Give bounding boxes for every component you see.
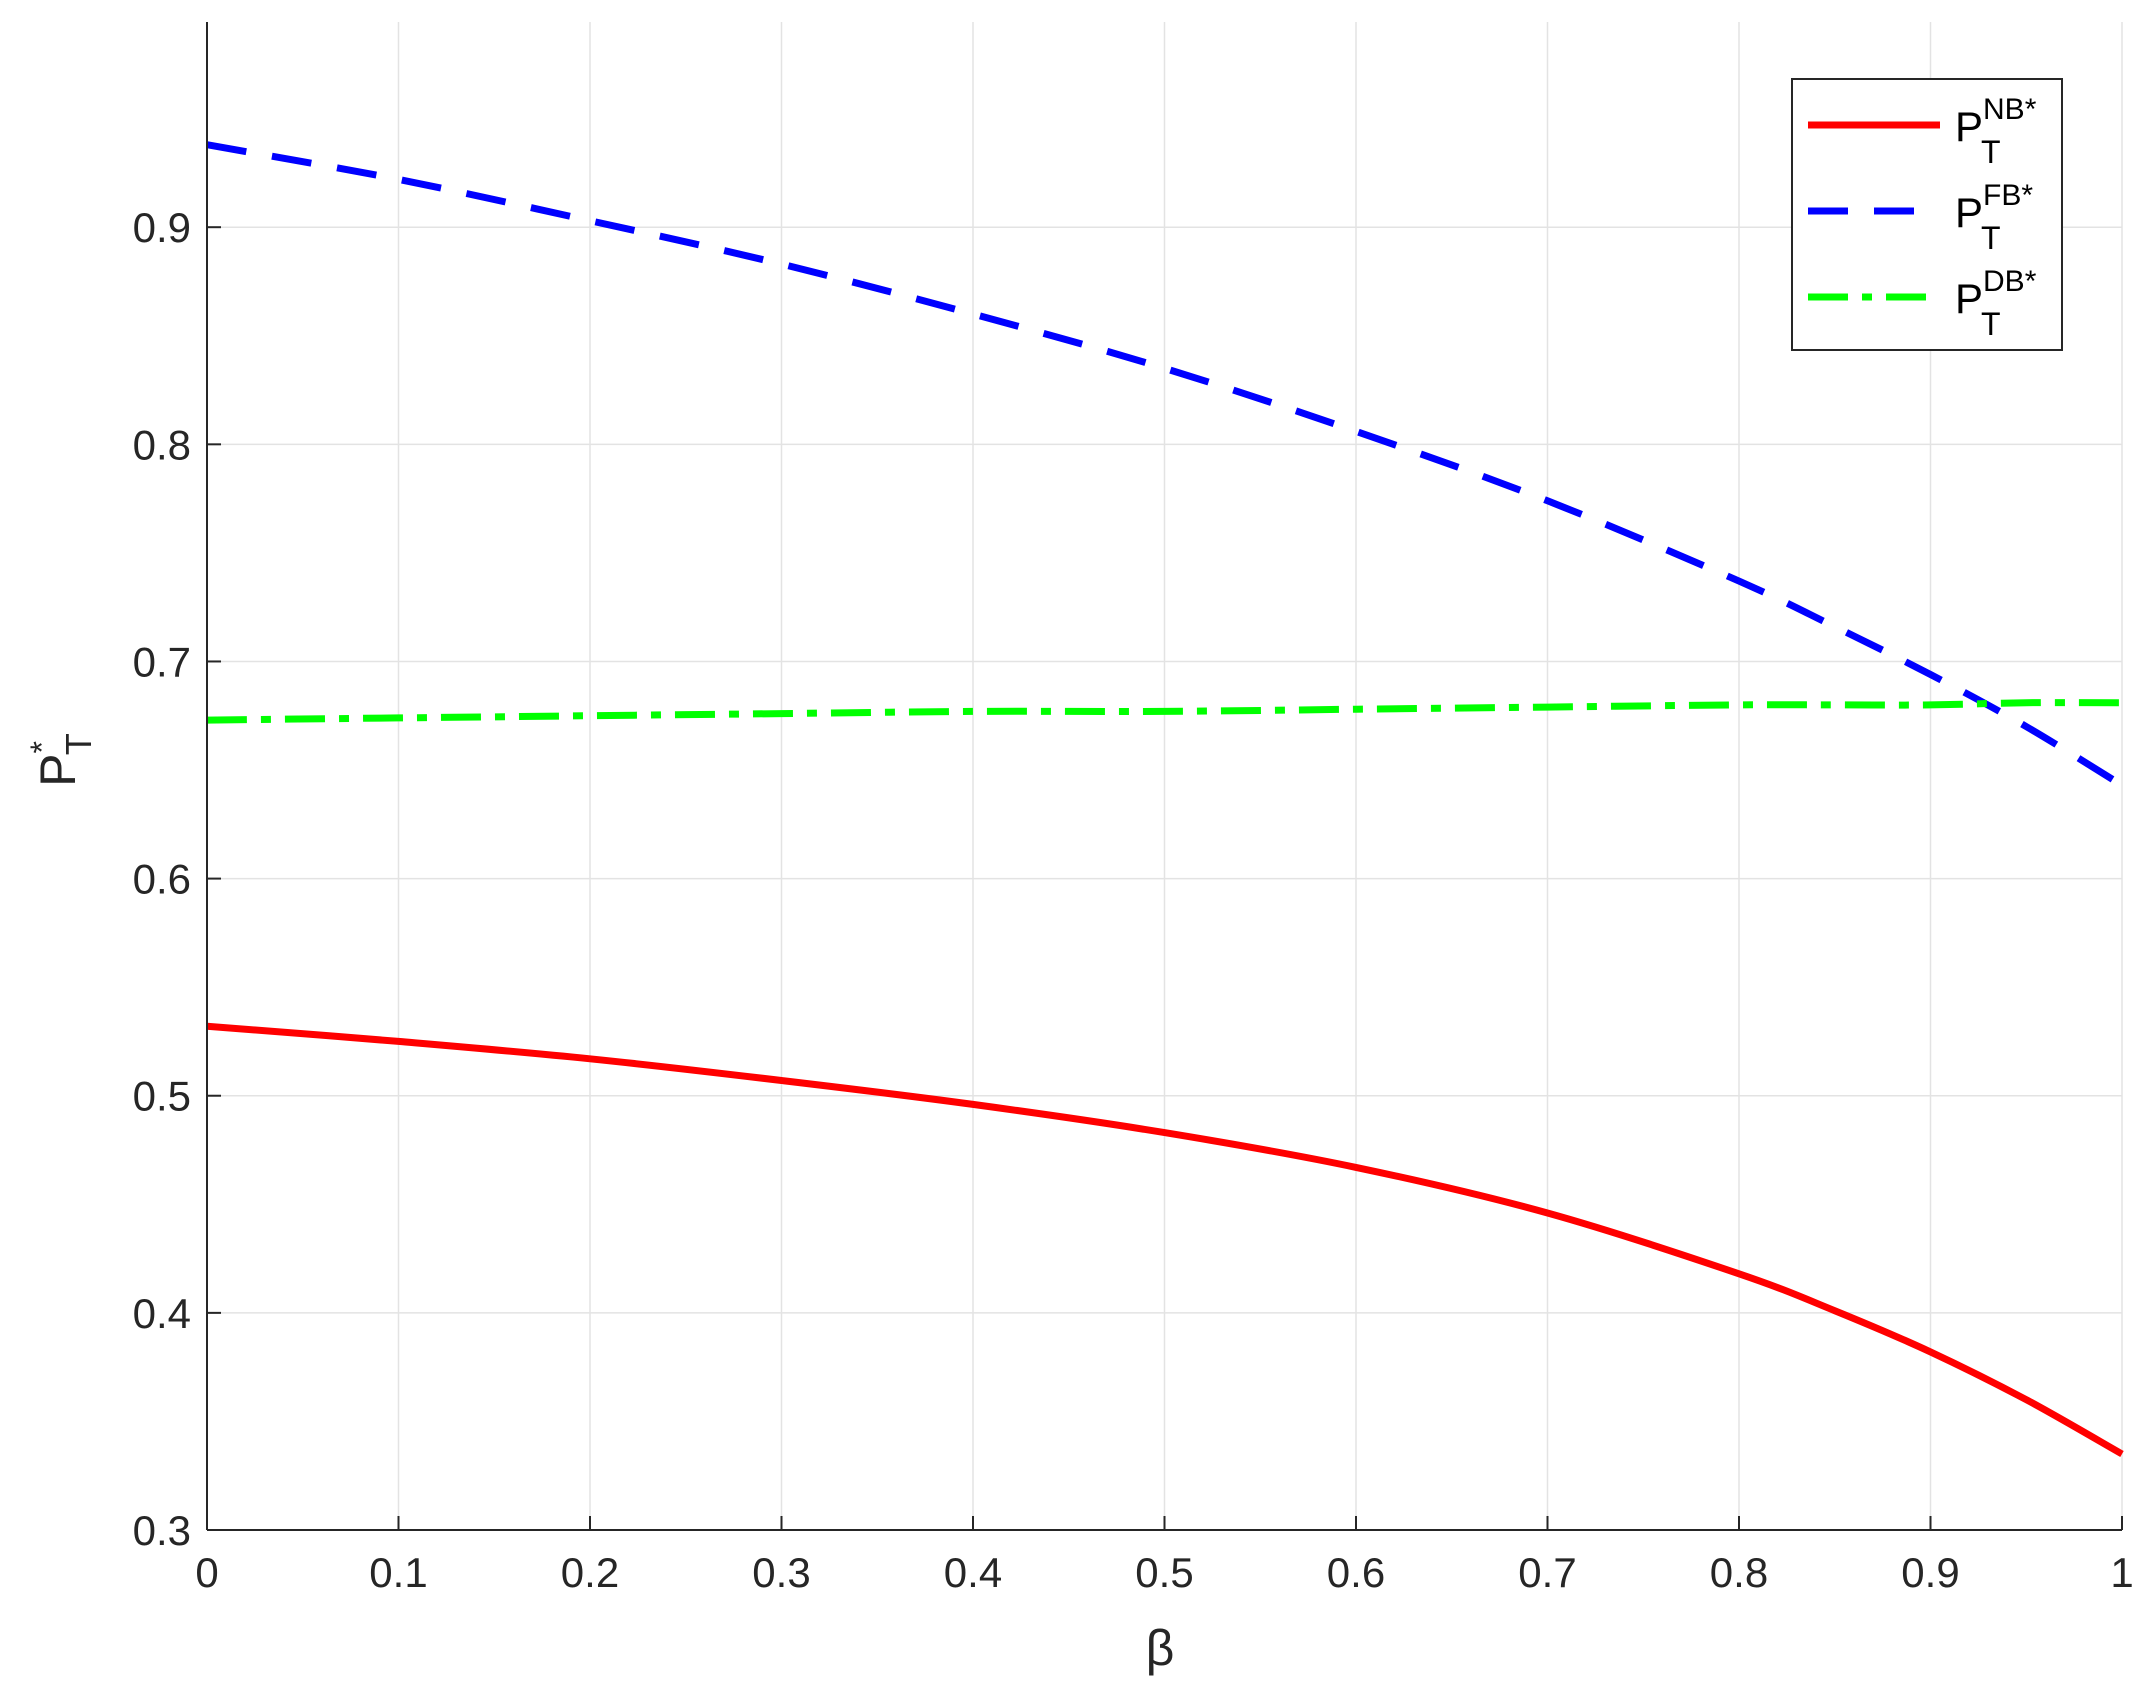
y-axis-label-base: P — [30, 754, 86, 787]
x-tick-label: 0.3 — [752, 1549, 810, 1596]
y-axis-label: P*T — [24, 733, 99, 787]
y-tick-label: 0.4 — [133, 1290, 191, 1337]
y-tick-label: 0.6 — [133, 856, 191, 903]
x-tick-label: 0 — [195, 1549, 218, 1596]
x-tick-label: 0.2 — [561, 1549, 619, 1596]
x-tick-label: 0.6 — [1327, 1549, 1385, 1596]
axes — [206, 22, 2123, 1531]
series-layer — [206, 141, 2124, 1458]
tick-labels: 0 0.1 0.2 0.3 0.4 0.5 0.6 0.7 0.8 0.9 1 0.3 0.4 0.5 0.… — [133, 204, 2133, 1596]
x-tick-label: 0.7 — [1518, 1549, 1576, 1596]
x-axis-label: β — [1146, 1620, 1175, 1676]
y-tick-label: 0.8 — [133, 421, 191, 468]
x-tick-label: 0.4 — [944, 1549, 1002, 1596]
y-axis-label-sup: * — [24, 741, 60, 753]
y-tick-label: 0.3 — [133, 1507, 191, 1554]
svg-text:P*T: P*T — [24, 733, 99, 787]
x-tick-label: 0.1 — [369, 1549, 427, 1596]
legend-label-nb: PNB* T — [1955, 93, 2037, 170]
legend-label-fb: PFB* T — [1955, 179, 2033, 256]
legend-label-db: PDB* T — [1955, 265, 2037, 342]
series-line-nb — [206, 1022, 2124, 1458]
x-tick-label: 0.9 — [1901, 1549, 1959, 1596]
x-tick-label: 0.8 — [1710, 1549, 1768, 1596]
x-tick-label: 0.5 — [1135, 1549, 1193, 1596]
x-tick-label: 1 — [2110, 1549, 2133, 1596]
legend: PNB* T PFB* T PDB* T — [1791, 78, 2063, 351]
y-tick-label: 0.5 — [133, 1073, 191, 1120]
y-tick-label: 0.9 — [133, 204, 191, 251]
y-axis-label-sub: T — [58, 733, 99, 755]
series-line-db — [206, 699, 2123, 724]
y-tick-label: 0.7 — [133, 638, 191, 685]
grid — [206, 22, 2123, 1531]
